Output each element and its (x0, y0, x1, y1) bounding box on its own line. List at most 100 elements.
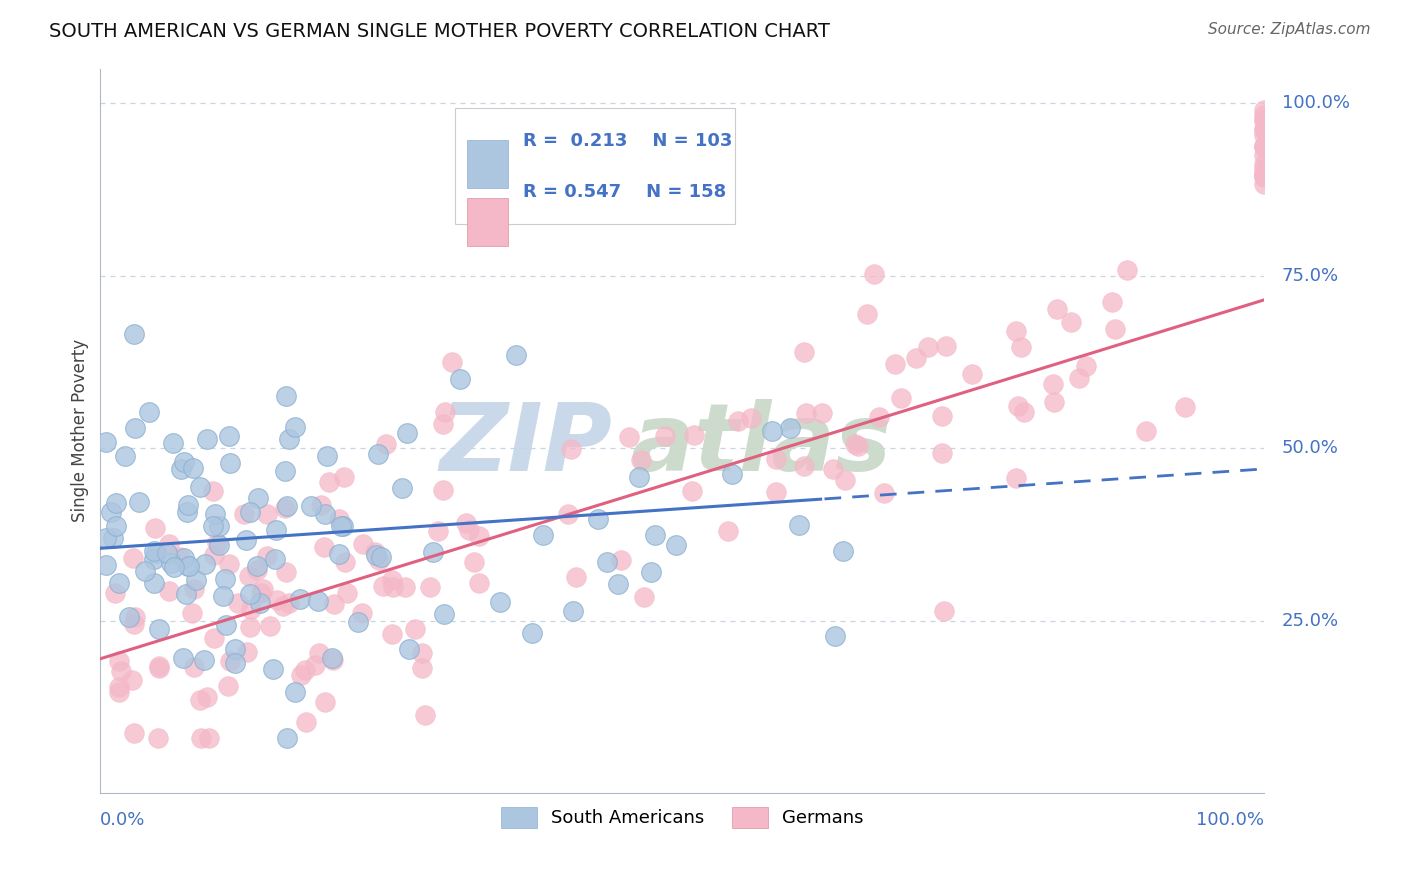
Point (148, 660, 170, 674)
Point (271, 599, 294, 614)
Point (145, 521, 167, 535)
Point (157, 537, 180, 551)
Point (214, 572, 236, 586)
Point (1253, 103, 1275, 117)
Point (1253, 167, 1275, 181)
Point (174, 587, 197, 601)
Point (366, 548, 388, 562)
Point (284, 419, 307, 434)
Point (288, 592, 311, 607)
Point (122, 725, 145, 739)
Point (218, 654, 240, 668)
Point (411, 646, 433, 660)
Point (314, 694, 336, 708)
Point (124, 609, 146, 624)
Point (172, 651, 194, 665)
Point (250, 585, 273, 599)
Point (765, 452, 787, 467)
Point (683, 428, 706, 442)
Point (204, 508, 226, 522)
Point (1253, 166, 1275, 180)
Point (309, 498, 332, 512)
Point (413, 708, 436, 723)
Point (1253, 108, 1275, 122)
Point (294, 664, 316, 678)
Point (274, 464, 297, 478)
Point (208, 519, 231, 533)
Point (121, 551, 143, 566)
Point (1042, 376, 1064, 391)
Point (193, 653, 215, 667)
Point (586, 512, 609, 526)
Point (596, 555, 619, 569)
Point (170, 462, 193, 476)
Point (863, 268, 886, 282)
Point (110, 665, 132, 679)
FancyBboxPatch shape (467, 199, 508, 245)
Point (146, 731, 169, 745)
Point (346, 615, 368, 629)
Point (128, 495, 150, 509)
Point (1253, 169, 1275, 184)
Point (505, 348, 527, 362)
Point (560, 442, 582, 457)
Point (824, 629, 846, 643)
Point (104, 586, 127, 600)
Point (1007, 399, 1029, 413)
Text: atlas: atlas (630, 400, 891, 491)
Point (606, 577, 628, 591)
Point (173, 550, 195, 565)
Point (328, 512, 350, 526)
Point (1010, 340, 1032, 354)
Point (218, 429, 240, 443)
Point (183, 582, 205, 596)
Point (228, 597, 250, 611)
Point (1253, 139, 1275, 153)
Point (557, 507, 579, 521)
Point (381, 574, 404, 588)
Point (238, 568, 260, 582)
Point (432, 483, 454, 497)
Point (246, 491, 269, 506)
Point (727, 414, 749, 428)
Text: 50.0%: 50.0% (1282, 439, 1339, 458)
Point (162, 435, 184, 450)
Point (176, 505, 198, 519)
Point (370, 549, 392, 564)
Point (274, 388, 297, 402)
Point (118, 609, 141, 624)
Point (332, 519, 354, 533)
Point (1012, 405, 1035, 419)
Point (394, 580, 416, 594)
Point (177, 559, 200, 574)
Point (1253, 122, 1275, 136)
Point (821, 461, 844, 475)
Point (246, 563, 269, 577)
Point (1253, 139, 1275, 153)
Text: ZIP: ZIP (440, 400, 613, 491)
Point (321, 650, 343, 665)
Point (188, 480, 211, 494)
Point (1101, 294, 1123, 309)
Point (143, 543, 166, 558)
Point (1253, 140, 1275, 154)
Point (935, 339, 957, 353)
Point (107, 654, 129, 668)
Point (328, 547, 350, 561)
Point (489, 595, 512, 609)
Point (108, 680, 131, 694)
Point (628, 469, 651, 483)
Point (177, 559, 200, 574)
Point (180, 607, 202, 621)
Point (917, 340, 939, 354)
Point (644, 528, 666, 542)
Point (617, 430, 640, 444)
Point (352, 537, 374, 551)
Point (1060, 315, 1083, 329)
Point (159, 584, 181, 599)
Point (336, 585, 359, 599)
Point (183, 659, 205, 673)
Point (122, 616, 145, 631)
Point (239, 587, 262, 601)
Point (138, 405, 160, 419)
